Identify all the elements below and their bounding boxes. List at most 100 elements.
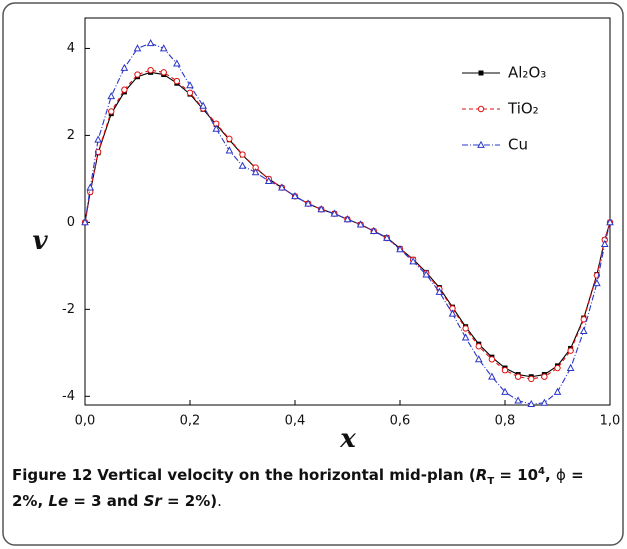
- y-tick-label: -2: [62, 302, 75, 317]
- data-point: [567, 347, 574, 354]
- data-point: [475, 343, 482, 350]
- data-point: [291, 192, 299, 200]
- data-point: [383, 233, 391, 241]
- x-tick-label: 1,0: [600, 414, 621, 429]
- data-point: [186, 89, 194, 96]
- x-tick-label: 0,4: [285, 414, 306, 429]
- y-tick-label: 0: [67, 215, 75, 230]
- legend-label: Al₂O₃: [508, 64, 546, 82]
- data-point: [225, 146, 234, 154]
- x-tick-label: 0,2: [180, 414, 201, 429]
- caption-text: 4: [538, 466, 546, 477]
- data-point: [173, 77, 181, 85]
- data-point: [514, 396, 522, 404]
- data-point: [159, 44, 168, 52]
- data-point: [409, 257, 417, 265]
- data-point: [435, 287, 444, 295]
- data-point: [488, 356, 496, 363]
- data-point: [554, 364, 561, 372]
- data-point: [580, 316, 587, 323]
- series-line: [84, 71, 611, 378]
- data-point: [501, 367, 509, 374]
- data-point: [264, 176, 273, 184]
- caption-text: .: [217, 492, 222, 510]
- data-point: [94, 135, 102, 143]
- caption-text: = 2%,: [12, 466, 584, 510]
- data-point: [212, 124, 221, 132]
- x-tick-label: 0,6: [390, 414, 411, 429]
- data-point: [134, 71, 141, 78]
- caption-text: Vertical velocity on the horizontal mid-…: [97, 466, 476, 484]
- caption: Figure 12 Vertical velocity on the horiz…: [12, 462, 612, 514]
- caption-text: ,: [545, 466, 556, 484]
- data-point: [488, 372, 496, 380]
- caption-text: R: [475, 466, 488, 484]
- data-point: [251, 168, 260, 176]
- legend-marker: [477, 140, 485, 148]
- data-point: [147, 66, 154, 74]
- legend-label: Cu: [508, 136, 528, 154]
- caption-text: ϕ: [555, 466, 566, 484]
- data-point: [146, 38, 155, 47]
- y-tick-label: 4: [67, 41, 75, 56]
- data-point: [593, 278, 601, 287]
- y-tick-label: -4: [62, 389, 75, 404]
- x-tick-label: 0,8: [495, 414, 516, 429]
- legend-label: TiO₂: [507, 100, 539, 118]
- data-point: [94, 148, 102, 156]
- caption-text: T: [487, 476, 495, 487]
- data-point: [579, 326, 588, 334]
- data-point: [369, 226, 378, 234]
- data-point: [173, 59, 181, 67]
- data-point: [343, 215, 352, 223]
- data-point: [199, 101, 207, 109]
- data-point: [606, 218, 614, 226]
- caption-text: = 2%): [161, 492, 218, 510]
- x-axis-label: x: [339, 424, 356, 454]
- data-point: [239, 151, 246, 158]
- data-point: [514, 373, 522, 380]
- series-line: [84, 42, 611, 405]
- legend-marker: [477, 105, 485, 113]
- data-point: [330, 209, 339, 217]
- data-point: [422, 270, 431, 278]
- data-point: [461, 333, 470, 341]
- x-tick-label: 0,0: [75, 414, 96, 429]
- y-tick-label: 2: [67, 128, 75, 143]
- data-point: [86, 183, 95, 191]
- data-point: [226, 135, 233, 143]
- y-axis-label: v: [32, 226, 48, 256]
- data-point: [278, 183, 286, 191]
- data-point: [541, 373, 548, 380]
- data-point: [553, 387, 562, 395]
- data-point: [501, 387, 509, 395]
- data-point: [186, 81, 194, 89]
- plot-frame: [84, 17, 611, 406]
- data-point: [238, 161, 247, 169]
- caption-label: Figure 12: [12, 466, 93, 484]
- caption-text: = 3 and: [68, 492, 144, 510]
- data-point: [317, 205, 326, 213]
- data-point: [160, 69, 167, 76]
- data-point: [600, 239, 609, 248]
- data-point: [528, 375, 535, 383]
- data-point: [462, 325, 469, 332]
- data-point: [448, 309, 457, 317]
- data-point: [107, 92, 116, 100]
- data-point: [304, 199, 312, 207]
- data-point: [566, 363, 575, 371]
- data-point: [133, 44, 142, 52]
- caption-text: Le: [48, 492, 69, 510]
- data-point: [356, 220, 365, 228]
- caption-text: Sr: [143, 492, 162, 510]
- data-point: [120, 63, 129, 71]
- data-point: [121, 86, 128, 93]
- caption-text: = 10: [494, 466, 539, 484]
- data-point: [396, 245, 404, 253]
- data-point: [474, 355, 483, 363]
- data-point: [540, 398, 549, 406]
- data-point: [108, 108, 115, 115]
